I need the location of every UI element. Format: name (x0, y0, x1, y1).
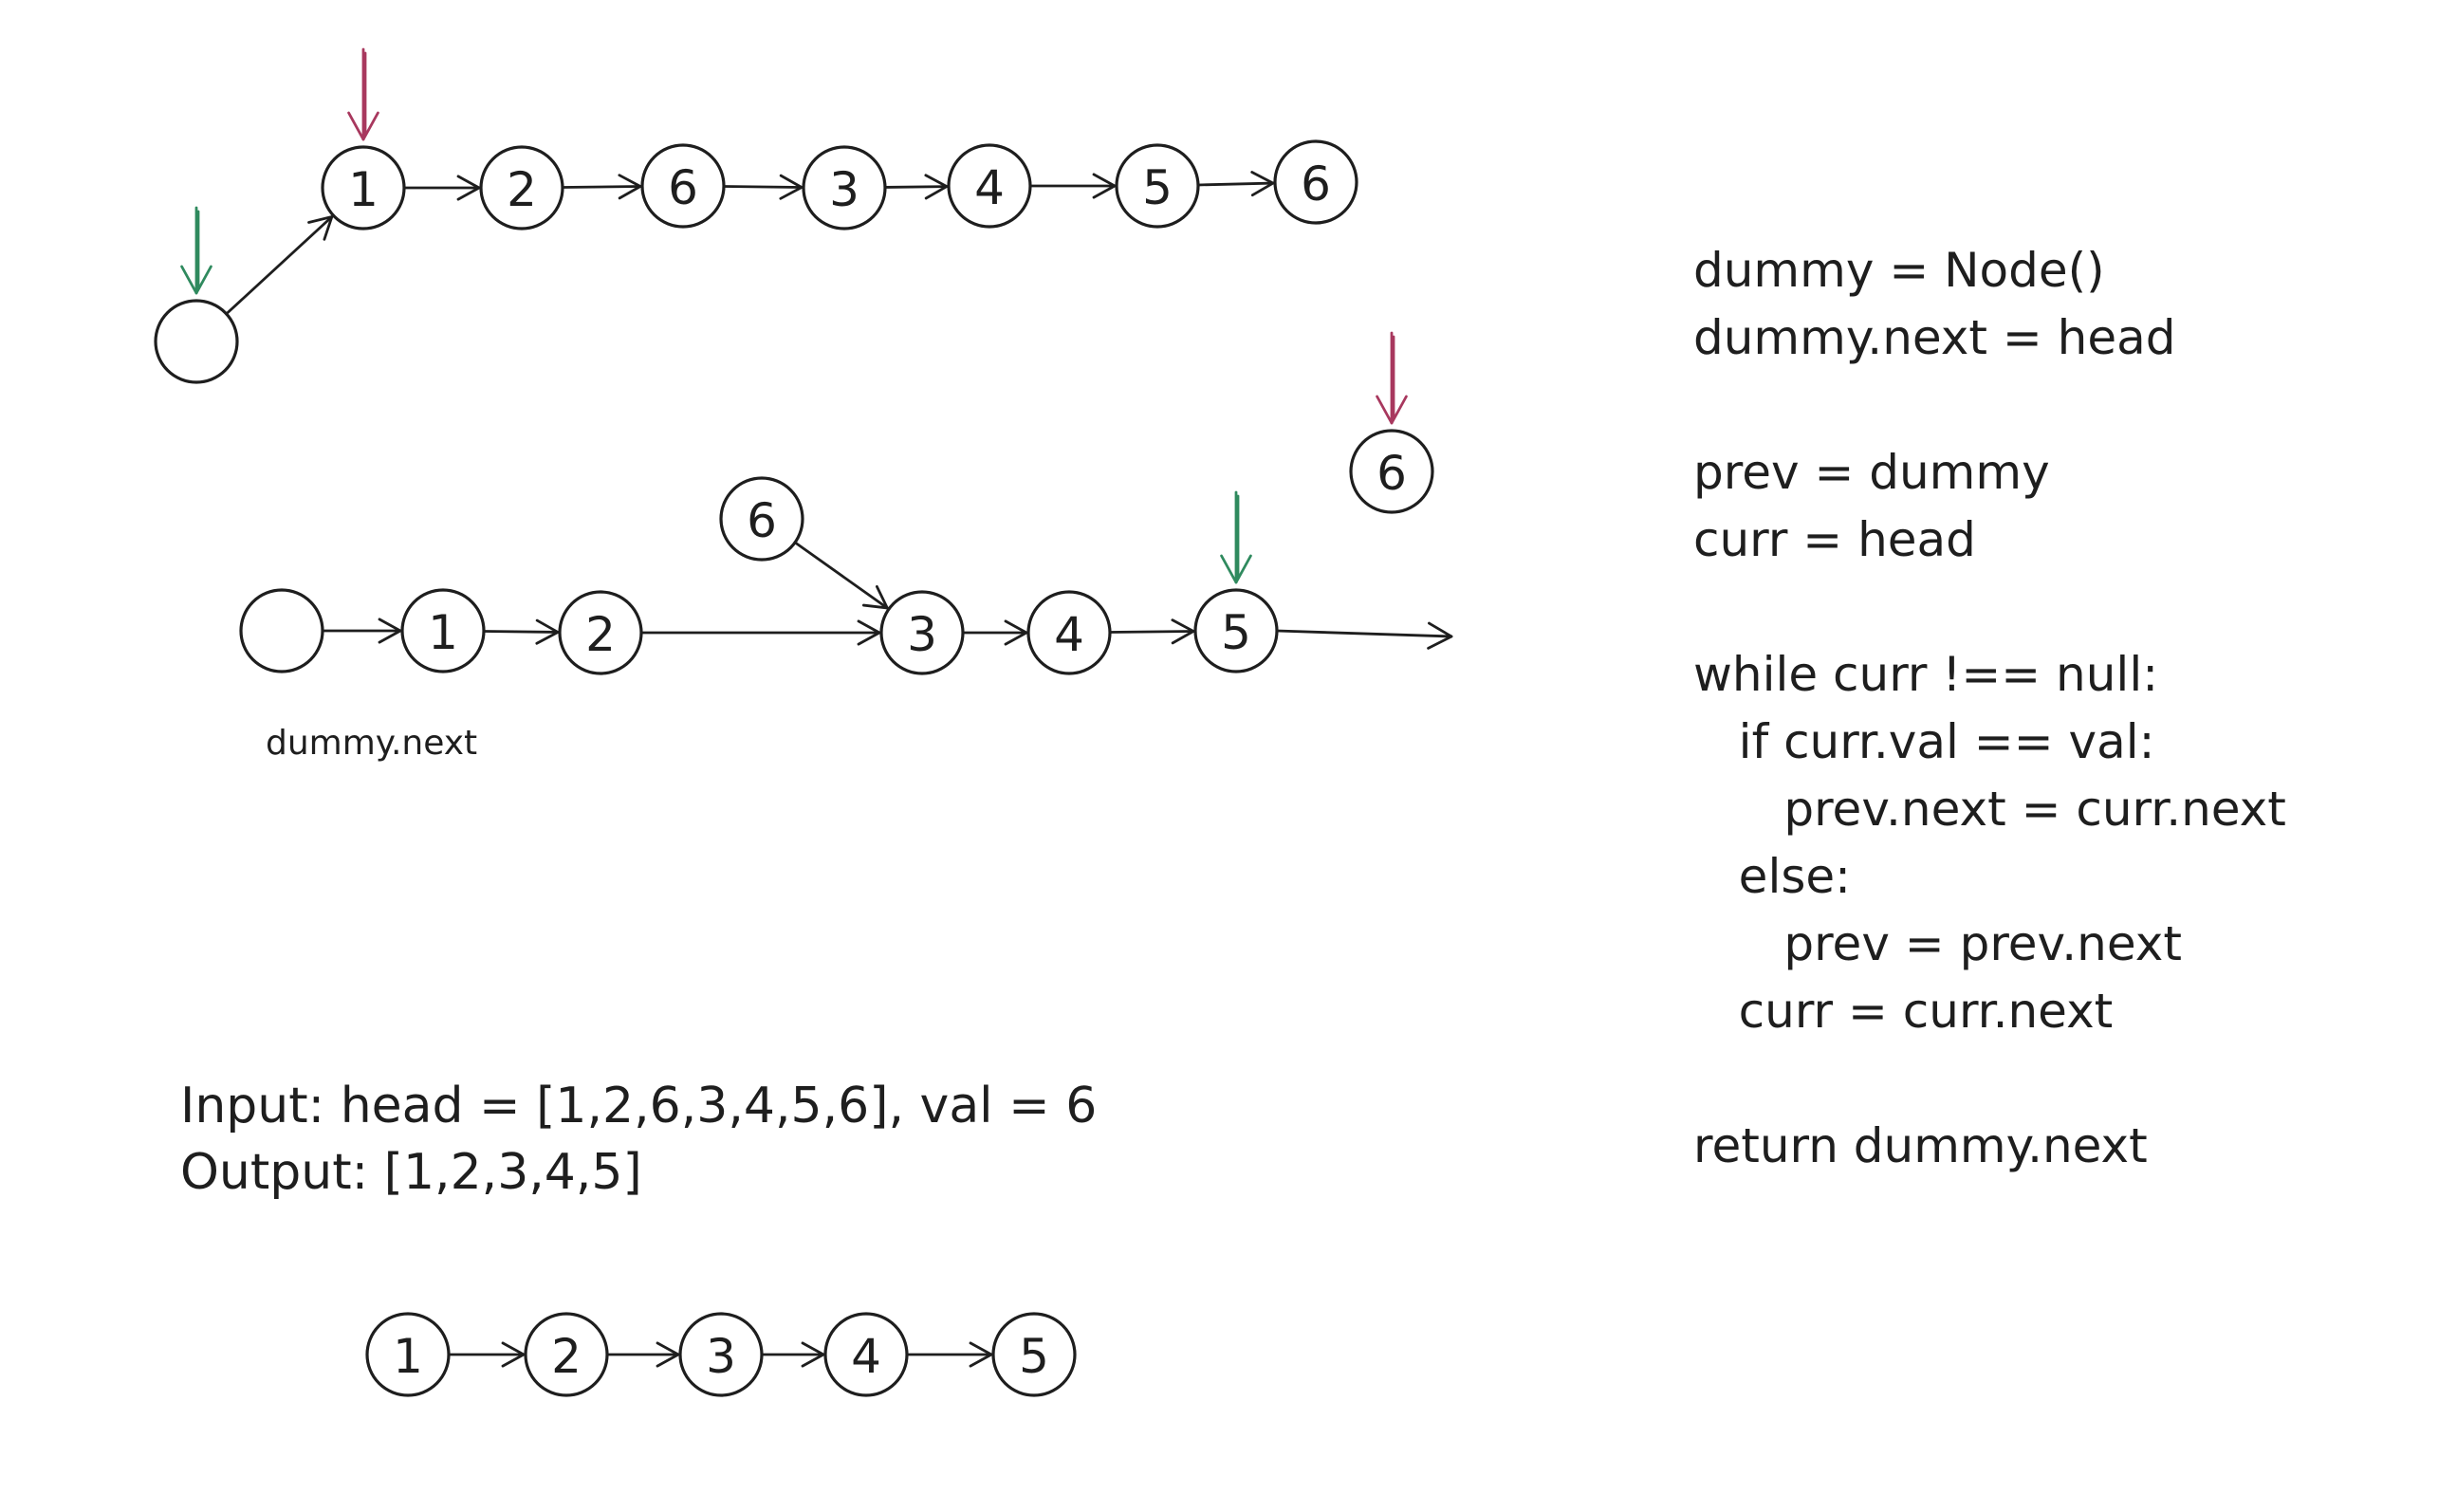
list-node-d3-n2: 2 (524, 1312, 609, 1397)
edge-d1-n6-to-d1-n7 (1196, 171, 1275, 197)
edge-d2-n1-to-d2-n2 (482, 618, 560, 645)
edge-d2-n4-to-d2-n5 (1108, 618, 1195, 645)
list-node-d3-n4: 4 (823, 1312, 909, 1397)
node-label: 1 (348, 162, 379, 217)
node-label: 6 (747, 493, 777, 548)
node-label: 3 (907, 607, 937, 662)
edge-d1-n5-to-d1-n6 (1028, 173, 1117, 199)
edge-d1-n2-to-d1-n3 (561, 174, 642, 200)
list-node-d1-n1: 1 (321, 145, 406, 230)
list-node-d3-n3: 3 (678, 1312, 764, 1397)
edge-d1-n1-to-d1-n2 (402, 175, 481, 201)
code-line: curr = curr.next (1693, 984, 2113, 1039)
code-line: else: (1693, 849, 1851, 904)
pointers-layer (180, 47, 1408, 584)
list-node-d3-n1: 1 (365, 1312, 451, 1397)
code-line: curr = head (1693, 512, 1976, 567)
nodes-layer: 1 2 6 3 4 5 6 1 2 6 3 4 5 6 1 2 3 4 5 (154, 139, 1434, 1397)
edge-d2-n5-to-null (1275, 621, 1453, 650)
list-node-d2-dummy (239, 588, 324, 673)
node-label: 2 (551, 1329, 582, 1384)
example-output: Output: [1,2,3,4,5] (180, 1144, 642, 1201)
edge-d3-n4-to-d3-n5 (905, 1341, 993, 1368)
list-node-d1-n4: 3 (802, 145, 887, 230)
node-label: 3 (706, 1329, 736, 1384)
node-label: 4 (851, 1329, 881, 1384)
edge-d2-n2-to-d2-n3 (639, 619, 881, 646)
list-node-d1-n2: 2 (479, 145, 564, 230)
node-label: 6 (668, 160, 698, 215)
node-label: 3 (829, 162, 859, 217)
list-node-d2-n4: 4 (1026, 590, 1112, 675)
node-label: 5 (1019, 1329, 1049, 1384)
list-node-d1-dummy (154, 299, 239, 384)
code-line: prev = dummy (1693, 445, 2050, 500)
list-node-d3-n5: 5 (991, 1312, 1077, 1397)
list-node-d2-removed6a: 6 (719, 476, 804, 562)
dummy-next-label: dummy.next (266, 724, 477, 763)
code-line: if curr.val == val: (1693, 714, 2154, 769)
curr-pointer-arrow-d2 (1376, 331, 1408, 425)
prev-pointer-arrow-d2 (1220, 490, 1252, 584)
edges-layer (225, 171, 1453, 1368)
node-label: 2 (585, 607, 616, 662)
list-node-d2-removed6b: 6 (1349, 429, 1434, 514)
code-line: prev = prev.next (1693, 916, 2182, 971)
edge-d2-n3-to-d2-n4 (961, 619, 1028, 646)
list-node-d2-n5: 5 (1193, 588, 1279, 673)
list-node-d2-n3: 3 (879, 590, 965, 675)
list-node-d2-n2: 2 (558, 590, 643, 675)
edge-d1-n3-to-d1-n4 (722, 174, 804, 200)
prev-pointer-arrow-d1 (180, 206, 212, 295)
list-node-d1-n3: 6 (640, 143, 726, 229)
code-line: prev.next = curr.next (1693, 782, 2286, 837)
edge-d3-n3-to-d3-n4 (760, 1341, 825, 1368)
code-line: return dummy.next (1693, 1118, 2148, 1173)
node-label: 4 (1054, 607, 1084, 662)
node-label: 4 (974, 160, 1005, 215)
code-line: while curr !== null: (1693, 647, 2158, 702)
edge-d1-n4-to-d1-n5 (883, 174, 949, 200)
node-label: 6 (1376, 446, 1407, 501)
example-input: Input: head = [1,2,6,3,4,5,6], val = 6 (180, 1078, 1097, 1134)
list-node-d1-n5: 4 (947, 143, 1032, 229)
node-label: 1 (428, 605, 458, 660)
list-node-d1-n6: 5 (1115, 143, 1200, 229)
node-label: 1 (393, 1329, 423, 1384)
code-block: dummy = Node() dummy.next = head prev = du… (1693, 243, 2286, 1173)
list-node-d1-n7: 6 (1273, 139, 1358, 225)
edge-d2-dummy-to-d2-n1 (321, 618, 402, 644)
code-line: dummy.next = head (1693, 310, 2175, 365)
node-label: 5 (1142, 160, 1173, 215)
edge-d1-dummy-to-d1-n1 (225, 215, 334, 316)
node-label: 2 (507, 162, 537, 217)
node-label: 6 (1301, 157, 1331, 212)
code-line: dummy = Node() (1693, 243, 2105, 298)
edge-d2-removed6a-to-d2-n3 (793, 541, 889, 610)
node-label: 5 (1221, 605, 1251, 660)
list-node-d2-n1: 1 (400, 588, 486, 673)
edge-d3-n1-to-d3-n2 (447, 1341, 526, 1368)
edge-d3-n2-to-d3-n3 (605, 1341, 680, 1368)
curr-pointer-arrow-d1 (347, 47, 379, 141)
